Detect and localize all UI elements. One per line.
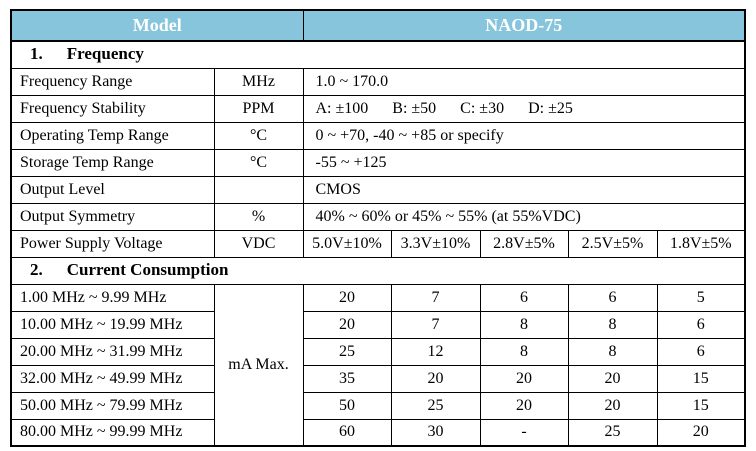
current-row: 20.00 MHz ~ 31.99 MHz 25 12 8 8 6 <box>10 337 746 366</box>
current-value: 12 <box>390 337 481 366</box>
section-current-title: 2. Current Consumption <box>10 256 746 285</box>
current-row: 50.00 MHz ~ 79.99 MHz 50 25 20 20 15 <box>10 391 746 420</box>
current-row: 10.00 MHz ~ 19.99 MHz 20 7 8 8 6 <box>10 310 746 339</box>
current-value: 25 <box>567 418 658 447</box>
current-value: 7 <box>390 283 481 312</box>
section-frequency-row: 1. Frequency <box>10 40 746 69</box>
freq-range-cell: 20.00 MHz ~ 31.99 MHz <box>10 337 215 366</box>
spec-label: Output Symmetry <box>10 202 215 231</box>
spec-row-operating-temp: Operating Temp Range °C 0 ~ +70, -40 ~ +… <box>10 121 746 150</box>
spec-row-output-level: Output Level CMOS <box>10 175 746 204</box>
current-value: 20 <box>479 391 569 420</box>
part-number-header-cell: NAOD-75 <box>302 9 746 42</box>
voltage-option: 1.8V±5% <box>656 229 746 258</box>
current-value: 6 <box>567 283 658 312</box>
current-row: 80.00 MHz ~ 99.99 MHz 60 30 - 25 20 <box>10 418 746 447</box>
voltage-option: 2.8V±5% <box>479 229 569 258</box>
spec-row-storage-temp: Storage Temp Range °C -55 ~ +125 <box>10 148 746 177</box>
spec-label: Power Supply Voltage <box>10 229 215 258</box>
current-value: 20 <box>302 310 392 339</box>
current-value: 20 <box>302 283 392 312</box>
voltage-option: 3.3V±10% <box>390 229 481 258</box>
voltage-option: 2.5V±5% <box>567 229 658 258</box>
spec-unit: °C <box>213 121 304 150</box>
current-value: 50 <box>302 391 392 420</box>
current-value: 8 <box>479 337 569 366</box>
ma-max-unit-cell: mA Max. <box>213 283 304 447</box>
current-value: 35 <box>302 364 392 393</box>
spec-unit: VDC <box>213 229 304 258</box>
current-value: 8 <box>567 310 658 339</box>
freq-range-cell: 1.00 MHz ~ 9.99 MHz <box>10 283 215 312</box>
spec-label: Frequency Range <box>10 67 215 96</box>
section-frequency-title: 1. Frequency <box>10 40 746 69</box>
current-value: 6 <box>656 337 746 366</box>
current-value: 6 <box>479 283 569 312</box>
current-value: 20 <box>567 391 658 420</box>
spec-unit: MHz <box>213 67 304 96</box>
spec-row-power-supply: Power Supply Voltage VDC 5.0V±10% 3.3V±1… <box>10 229 746 258</box>
spec-value: CMOS <box>302 175 746 204</box>
spec-value: A: ±100 B: ±50 C: ±30 D: ±25 <box>302 94 746 123</box>
current-value: 5 <box>656 283 746 312</box>
spec-row-output-symmetry: Output Symmetry % 40% ~ 60% or 45% ~ 55%… <box>10 202 746 231</box>
section-title: Frequency <box>66 44 144 64</box>
current-value: 7 <box>390 310 481 339</box>
spec-unit: °C <box>213 148 304 177</box>
current-value: 60 <box>302 418 392 447</box>
spec-unit <box>213 175 304 204</box>
current-value: 20 <box>390 364 481 393</box>
section-number: 1. <box>30 44 43 64</box>
current-value: 20 <box>479 364 569 393</box>
spec-label: Output Level <box>10 175 215 204</box>
spec-row-frequency-stability: Frequency Stability PPM A: ±100 B: ±50 C… <box>10 94 746 123</box>
spec-value: 0 ~ +70, -40 ~ +85 or specify <box>302 121 746 150</box>
spec-value: -55 ~ +125 <box>302 148 746 177</box>
current-value: 25 <box>390 391 481 420</box>
spec-value: 1.0 ~ 170.0 <box>302 67 746 96</box>
current-row: 1.00 MHz ~ 9.99 MHz mA Max. 20 7 6 6 5 <box>10 283 746 447</box>
freq-range-cell: 10.00 MHz ~ 19.99 MHz <box>10 310 215 339</box>
spec-table: Model NAOD-75 1. Frequency Frequency Rang… <box>10 9 747 447</box>
spec-value: 40% ~ 60% or 45% ~ 55% (at 55%VDC) <box>302 202 746 231</box>
table-header-row: Model NAOD-75 <box>10 9 746 42</box>
spec-label: Storage Temp Range <box>10 148 215 177</box>
section-current-row: 2. Current Consumption <box>10 256 746 285</box>
spec-unit: PPM <box>213 94 304 123</box>
freq-range-cell: 32.00 MHz ~ 49.99 MHz <box>10 364 215 393</box>
current-value: - <box>479 418 569 447</box>
voltage-option: 5.0V±10% <box>302 229 392 258</box>
spec-row-frequency-range: Frequency Range MHz 1.0 ~ 170.0 <box>10 67 746 96</box>
section-number: 2. <box>30 260 43 280</box>
section-title: Current Consumption <box>66 260 229 280</box>
current-row: 32.00 MHz ~ 49.99 MHz 35 20 20 20 15 <box>10 364 746 393</box>
current-value: 20 <box>567 364 658 393</box>
freq-range-cell: 50.00 MHz ~ 79.99 MHz <box>10 391 215 420</box>
spec-unit: % <box>213 202 304 231</box>
spec-label: Operating Temp Range <box>10 121 215 150</box>
current-value: 6 <box>656 310 746 339</box>
current-value: 15 <box>656 364 746 393</box>
current-value: 8 <box>479 310 569 339</box>
current-value: 8 <box>567 337 658 366</box>
current-value: 30 <box>390 418 481 447</box>
current-value: 25 <box>302 337 392 366</box>
current-value: 15 <box>656 391 746 420</box>
current-value: 20 <box>656 418 746 447</box>
model-header-cell: Model <box>10 9 304 42</box>
freq-range-cell: 80.00 MHz ~ 99.99 MHz <box>10 418 215 447</box>
spec-label: Frequency Stability <box>10 94 215 123</box>
